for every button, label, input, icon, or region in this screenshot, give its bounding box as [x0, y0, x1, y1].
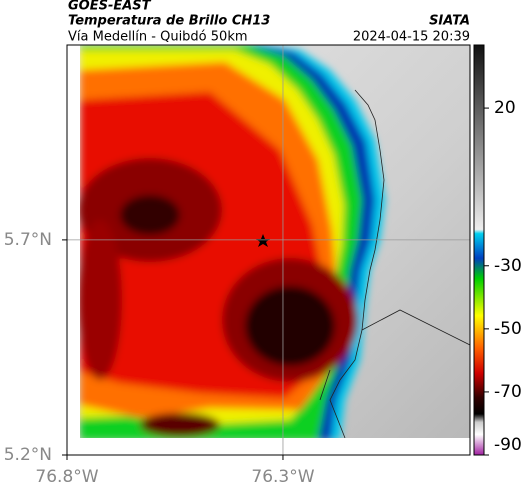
colorbar-tick-label: -90 [494, 435, 522, 455]
x-tick-label: 76.3°W [251, 467, 314, 487]
colorbar-tick-label: -50 [494, 319, 522, 339]
y-tick-label: 5.7°N [4, 230, 52, 250]
location-marker [256, 234, 270, 247]
subtitle: Temperatura de Brillo CH13 [68, 14, 270, 29]
title: GOES-EAST [68, 0, 152, 14]
colorbar-tick-label: -30 [494, 256, 522, 276]
x-tick-label: 76.8°W [35, 467, 98, 487]
satellite-field [80, 45, 470, 438]
source: SIATA [429, 14, 470, 29]
map-frame [66, 44, 471, 456]
colorbar [473, 44, 485, 456]
colorbar-tick-label: -70 [494, 382, 522, 402]
timestamp: 2024-04-15 20:39 [353, 30, 470, 45]
location: Vía Medellín - Quibdó 50km [68, 30, 248, 45]
y-tick-label: 5.2°N [4, 445, 52, 465]
colorbar-tick-label: 20 [494, 98, 516, 118]
